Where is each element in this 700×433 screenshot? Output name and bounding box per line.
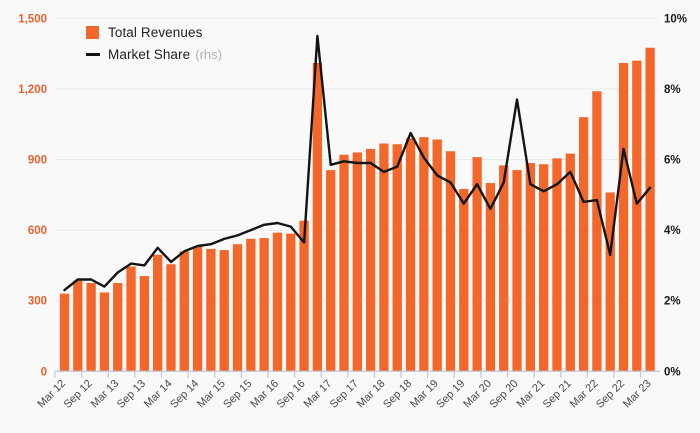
y-axis-left-label: 600 bbox=[28, 225, 47, 237]
revenue-bar bbox=[578, 117, 589, 372]
revenue-bar bbox=[126, 266, 136, 372]
revenue-bar bbox=[246, 238, 256, 372]
revenue-bar bbox=[405, 138, 416, 372]
x-axis-label: Sep 20 bbox=[487, 378, 520, 411]
x-axis-label: Mar 15 bbox=[195, 378, 228, 411]
y-axis-right-label: 10% bbox=[664, 13, 687, 25]
revenue-bar bbox=[605, 192, 615, 372]
revenue-bar bbox=[139, 275, 150, 372]
revenue-bar bbox=[419, 137, 429, 372]
revenue-bar bbox=[339, 154, 349, 372]
x-axis-label: Sep 19 bbox=[434, 378, 467, 411]
revenue-bar bbox=[326, 170, 336, 372]
x-axis-label: Mar 13 bbox=[89, 378, 122, 411]
market-share-line bbox=[63, 34, 652, 292]
y-axis-right-label: 2% bbox=[664, 296, 681, 308]
revenue-bar bbox=[365, 148, 376, 372]
revenue-bar bbox=[59, 293, 70, 372]
revenue-bar bbox=[232, 244, 243, 372]
x-axis-label: Mar 22 bbox=[568, 378, 601, 411]
revenue-bar bbox=[206, 248, 216, 372]
revenue-bar bbox=[113, 283, 123, 372]
x-axis-label: Sep 18 bbox=[381, 378, 414, 411]
revenue-bar bbox=[352, 152, 362, 372]
revenue-bar bbox=[539, 164, 549, 372]
revenue-bar bbox=[432, 139, 442, 372]
x-axis-label: Sep 12 bbox=[62, 378, 95, 411]
y-axis-right-label: 4% bbox=[664, 225, 681, 237]
revenue-bar bbox=[485, 183, 496, 372]
x-axis-label: Mar 17 bbox=[302, 378, 335, 411]
revenue-bar bbox=[459, 188, 469, 372]
revenue-bar bbox=[312, 63, 323, 372]
revenue-bar bbox=[632, 60, 642, 372]
x-axis-label: Sep 16 bbox=[275, 378, 308, 411]
revenue-bar bbox=[592, 91, 602, 372]
x-axis-label: Mar 16 bbox=[248, 378, 281, 411]
revenue-bar bbox=[166, 264, 176, 372]
x-axis-label: Sep 14 bbox=[168, 378, 201, 411]
x-axis-label: Sep 17 bbox=[328, 378, 361, 411]
line-swatch-icon bbox=[86, 52, 100, 56]
legend-label-revenues: Total Revenues bbox=[108, 24, 203, 40]
revenue-bar bbox=[618, 63, 629, 372]
y-axis-right-label: 0% bbox=[664, 366, 681, 378]
revenue-bar bbox=[179, 251, 189, 372]
revenue-bar bbox=[379, 143, 389, 372]
legend-label-rhs-suffix: (rhs) bbox=[195, 46, 222, 62]
y-axis-left-label: 300 bbox=[28, 296, 47, 308]
revenue-bar bbox=[286, 233, 296, 372]
legend-label-market-share: Market Share bbox=[108, 46, 191, 62]
x-axis-label: Sep 13 bbox=[115, 378, 148, 411]
x-axis-label: Mar 20 bbox=[461, 378, 494, 411]
x-axis-label: Sep 15 bbox=[221, 378, 254, 411]
chart-legend: Total Revenues Market Share (rhs) bbox=[86, 24, 222, 62]
x-axis-label: Mar 19 bbox=[408, 378, 441, 411]
y-axis-left-label: 1,200 bbox=[18, 84, 47, 96]
legend-item-market-share: Market Share (rhs) bbox=[86, 46, 222, 62]
x-axis-label: Mar 18 bbox=[355, 378, 388, 411]
revenue-bar bbox=[499, 165, 509, 372]
x-axis-label: Sep 22 bbox=[594, 378, 627, 411]
revenues-swatch-icon bbox=[86, 25, 99, 39]
revenue-bar bbox=[259, 238, 269, 372]
revenue-bar bbox=[86, 283, 96, 372]
x-axis-label: Sep 21 bbox=[541, 378, 574, 411]
revenue-bar bbox=[219, 250, 229, 372]
x-axis-label: Mar 21 bbox=[515, 378, 548, 411]
revenue-bar bbox=[565, 153, 575, 372]
y-axis-right-label: 6% bbox=[664, 155, 681, 167]
y-axis-left-label: 0 bbox=[41, 366, 47, 378]
x-axis-label: Mar 23 bbox=[621, 378, 654, 411]
revenue-bar bbox=[299, 220, 309, 372]
y-axis-right-label: 8% bbox=[664, 84, 681, 96]
x-axis-label: Mar 14 bbox=[142, 378, 175, 411]
revenue-bar bbox=[272, 232, 283, 372]
revenue-bar bbox=[552, 158, 562, 372]
x-axis-label: Mar 12 bbox=[35, 378, 68, 411]
revenue-bar bbox=[512, 170, 522, 372]
revenue-bar bbox=[645, 47, 655, 372]
revenue-bar bbox=[192, 246, 203, 372]
revenue-bar bbox=[525, 163, 535, 372]
y-axis-left-label: 900 bbox=[28, 155, 47, 167]
revenue-bar bbox=[472, 157, 482, 372]
revenue-bar bbox=[445, 151, 456, 372]
revenue-bar bbox=[73, 280, 83, 372]
revenue-bar bbox=[99, 292, 110, 372]
legend-item-total-revenues: Total Revenues bbox=[86, 24, 222, 40]
revenue-bar bbox=[392, 144, 402, 372]
revenue-bar bbox=[153, 254, 163, 372]
y-axis-left-label: 1,500 bbox=[18, 13, 47, 25]
